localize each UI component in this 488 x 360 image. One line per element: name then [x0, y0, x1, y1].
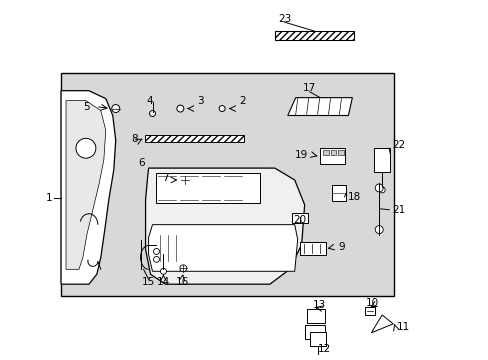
Circle shape	[76, 138, 96, 158]
Text: 10: 10	[365, 298, 378, 308]
Polygon shape	[66, 100, 105, 269]
Text: 1: 1	[46, 193, 52, 203]
Text: 18: 18	[346, 192, 360, 202]
Bar	[338, 150, 344, 155]
Text: 9: 9	[338, 243, 345, 252]
Circle shape	[160, 268, 166, 274]
Circle shape	[149, 111, 155, 117]
Circle shape	[219, 105, 224, 112]
Bar	[274, 31, 354, 40]
Bar	[144, 135, 244, 142]
Polygon shape	[370, 315, 392, 333]
Text: 16: 16	[175, 277, 188, 287]
Text: 20: 20	[292, 215, 305, 225]
Circle shape	[379, 187, 385, 193]
Polygon shape	[145, 168, 304, 284]
Text: 12: 12	[317, 344, 330, 354]
Text: 5: 5	[83, 102, 90, 112]
Text: 14: 14	[157, 277, 170, 287]
Bar	[365, 307, 374, 315]
Text: 2: 2	[239, 96, 245, 105]
Text: 13: 13	[312, 300, 325, 310]
Polygon shape	[287, 98, 352, 116]
Bar	[319, 148, 345, 164]
Bar	[148, 168, 267, 218]
Circle shape	[153, 256, 159, 262]
Text: 8: 8	[131, 134, 137, 144]
Text: 22: 22	[391, 140, 405, 150]
Bar	[61, 73, 393, 296]
Bar	[373, 148, 389, 172]
Text: 3: 3	[197, 96, 203, 105]
Bar	[291, 213, 307, 223]
Bar	[306, 309, 324, 323]
Polygon shape	[61, 91, 116, 284]
Circle shape	[177, 105, 183, 112]
Circle shape	[153, 248, 159, 255]
Circle shape	[181, 176, 189, 184]
Text: 23: 23	[278, 14, 291, 24]
Circle shape	[180, 265, 186, 272]
Circle shape	[112, 105, 120, 113]
Text: 7: 7	[162, 173, 168, 183]
Bar	[332, 185, 346, 201]
Bar	[304, 325, 324, 339]
Circle shape	[374, 184, 383, 192]
Text: 11: 11	[396, 322, 409, 332]
Text: 4: 4	[146, 96, 153, 105]
Text: 19: 19	[294, 150, 307, 160]
Text: 15: 15	[142, 277, 155, 287]
Bar	[155, 173, 260, 203]
Text: 21: 21	[391, 205, 405, 215]
Bar	[330, 150, 336, 155]
Text: 6: 6	[138, 158, 144, 168]
Polygon shape	[148, 225, 297, 271]
Text: 17: 17	[303, 83, 316, 93]
Bar	[322, 150, 328, 155]
Circle shape	[374, 226, 383, 234]
Bar	[309, 332, 325, 346]
Bar	[299, 242, 325, 255]
